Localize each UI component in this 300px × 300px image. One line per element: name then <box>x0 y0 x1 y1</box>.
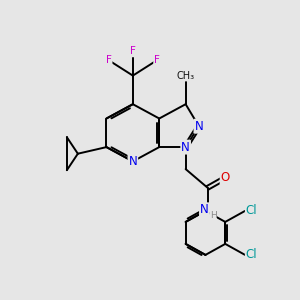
Text: Cl: Cl <box>246 204 257 218</box>
Text: F: F <box>106 55 112 65</box>
Text: N: N <box>128 155 137 168</box>
Text: CH₃: CH₃ <box>177 70 195 81</box>
Text: N: N <box>200 203 209 216</box>
Text: H: H <box>210 211 217 220</box>
Text: F: F <box>154 55 160 65</box>
Text: Cl: Cl <box>246 248 257 261</box>
Text: F: F <box>130 46 136 56</box>
Text: N: N <box>181 141 190 154</box>
Text: O: O <box>220 171 230 184</box>
Text: N: N <box>194 120 203 133</box>
